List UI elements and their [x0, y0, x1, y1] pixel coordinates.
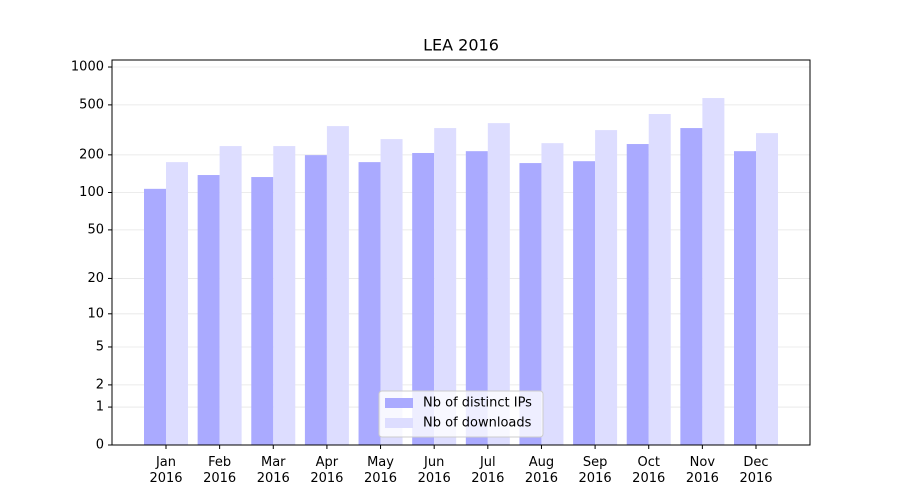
x-tick-label: Sep 2016	[579, 455, 612, 486]
bar	[326, 126, 349, 446]
bar	[541, 143, 564, 445]
bar	[595, 130, 618, 445]
y-tick-label: 50	[87, 222, 104, 237]
y-tick-label: 100	[79, 185, 104, 200]
y-tick-label: 10	[87, 306, 104, 321]
bar	[412, 152, 435, 445]
y-tick-label: 500	[79, 97, 104, 112]
x-tick-label: Dec 2016	[739, 455, 772, 486]
bar	[219, 146, 242, 445]
x-tick-label: Jul 2016	[471, 455, 504, 486]
bar	[519, 163, 542, 445]
x-tick-label: Oct 2016	[632, 455, 665, 486]
y-tick-label: 20	[87, 271, 104, 286]
bar	[380, 139, 403, 445]
bar	[573, 161, 596, 445]
bar	[734, 151, 756, 445]
bar	[304, 155, 327, 445]
x-tick-label: May 2016	[364, 455, 397, 486]
bar	[358, 162, 381, 445]
bar	[273, 146, 296, 445]
legend-swatch	[385, 418, 413, 428]
legend	[378, 390, 544, 438]
x-tick-label: Nov 2016	[686, 455, 719, 486]
legend-swatch	[385, 398, 413, 408]
chart-title: LEA 2016	[423, 36, 499, 55]
x-tick-label: Aug 2016	[525, 455, 558, 486]
y-tick-label: 1000	[71, 60, 104, 75]
axes-frame	[111, 59, 811, 446]
bar	[166, 162, 188, 445]
bar	[465, 151, 488, 445]
x-tick-label: Jan 2016	[149, 455, 182, 486]
bar	[626, 144, 649, 445]
bar	[756, 133, 778, 446]
x-tick-label: Mar 2016	[257, 455, 290, 486]
y-tick-label: 1	[96, 400, 104, 415]
y-tick-label: 5	[96, 339, 104, 354]
legend-label: Nb of downloads	[423, 416, 532, 431]
x-tick-label: Jun 2016	[418, 455, 451, 486]
x-tick-label: Apr 2016	[310, 455, 343, 486]
y-tick-label: 0	[96, 438, 104, 453]
legend-label: Nb of distinct IPs	[423, 396, 532, 411]
bar	[251, 177, 274, 445]
bar	[197, 175, 220, 445]
bar	[144, 188, 166, 445]
y-tick-label: 2	[96, 377, 104, 392]
x-tick-label: Feb 2016	[203, 455, 236, 486]
bar	[702, 98, 725, 445]
bar	[487, 123, 510, 445]
bar	[648, 114, 671, 446]
bar	[680, 128, 703, 446]
y-tick-label: 200	[79, 147, 104, 162]
bar	[434, 128, 457, 446]
